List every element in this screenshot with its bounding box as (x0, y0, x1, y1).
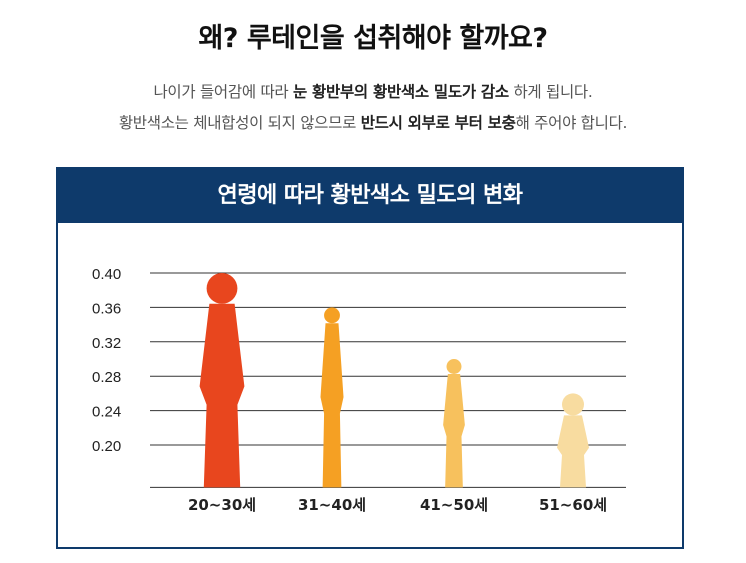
description-segment: 하게 됩니다. (508, 83, 593, 101)
figure-head (324, 307, 340, 324)
figure-bar (443, 373, 465, 488)
x-category-label: 31~40세 (298, 496, 366, 514)
page-headline: 왜? 루테인을 섭취해야 할까요? (198, 23, 548, 54)
y-tick-label: 0.36 (92, 300, 121, 317)
young-woman-icon (199, 273, 245, 488)
x-category-label: 41~50세 (420, 496, 488, 514)
chart-title: 연령에 따라 황반색소 밀도의 변화 (58, 169, 682, 223)
figure-bar (320, 323, 344, 488)
description-segment: 나이가 들어감에 따라 (153, 83, 293, 101)
figure-bar (557, 415, 589, 488)
adult-woman-icon (320, 307, 344, 488)
x-category-label: 20~30세 (188, 496, 256, 514)
description-line-2: 황반색소는 체내합성이 되지 않으므로 반드시 외부로 부터 보충해 주어야 합… (0, 111, 746, 133)
y-tick-label: 0.24 (92, 404, 121, 421)
y-tick-label: 0.40 (92, 266, 121, 283)
figure-head (562, 393, 584, 416)
description-segment: 해 주어야 합니다. (515, 114, 628, 132)
chart-card: 연령에 따라 황반색소 밀도의 변화 (56, 167, 684, 549)
description-segment: 반드시 외부로 부터 보충 (360, 114, 516, 132)
y-tick-label: 0.32 (92, 335, 121, 352)
y-tick-label: 0.20 (92, 438, 121, 455)
elderly-woman-icon (443, 359, 465, 488)
figure-bar (199, 303, 245, 488)
description-segment: 눈 황반부의 황반색소 밀도가 감소 (293, 83, 509, 101)
description-line-1: 나이가 들어감에 따라 눈 황반부의 황반색소 밀도가 감소 하게 됩니다. (0, 80, 746, 102)
figure-head (446, 359, 462, 374)
old-woman-with-cane-icon (557, 393, 589, 488)
y-tick-label: 0.28 (92, 369, 121, 386)
figure-head (206, 273, 238, 304)
x-category-label: 51~60세 (539, 496, 607, 514)
description-segment: 황반색소는 체내합성이 되지 않으므로 (118, 114, 361, 132)
